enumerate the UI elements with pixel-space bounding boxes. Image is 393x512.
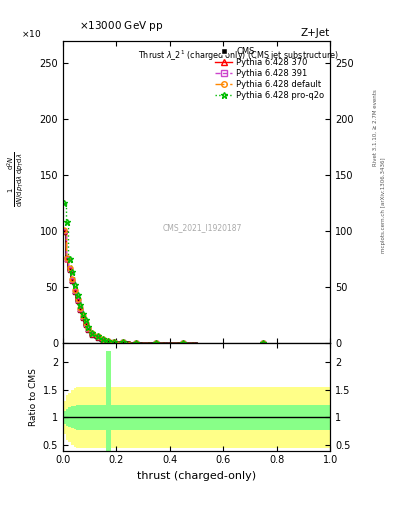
X-axis label: thrust (charged-only): thrust (charged-only)	[137, 471, 256, 481]
Text: Thrust $\lambda\_2^1$ (charged only) (CMS jet substructure): Thrust $\lambda\_2^1$ (charged only) (CM…	[138, 49, 338, 63]
Text: mcplots.cern.ch [arXiv:1306.3436]: mcplots.cern.ch [arXiv:1306.3436]	[381, 157, 386, 252]
Text: CMS_2021_I1920187: CMS_2021_I1920187	[162, 224, 242, 232]
Text: Rivet 3.1.10, ≥ 2.7M events: Rivet 3.1.10, ≥ 2.7M events	[373, 90, 378, 166]
Text: $\times10$: $\times10$	[22, 29, 42, 39]
Text: $\frac{1}{\mathrm{d}N/\mathrm{d}p_T\mathrm{d}\lambda}\frac{\mathrm{d}^2N}{\mathr: $\frac{1}{\mathrm{d}N/\mathrm{d}p_T\math…	[6, 152, 26, 207]
Y-axis label: Ratio to CMS: Ratio to CMS	[29, 368, 39, 425]
Text: Z+Jet: Z+Jet	[301, 28, 330, 38]
Legend: CMS, Pythia 6.428 370, Pythia 6.428 391, Pythia 6.428 default, Pythia 6.428 pro-: CMS, Pythia 6.428 370, Pythia 6.428 391,…	[214, 45, 326, 102]
Text: $\times$13000 GeV pp: $\times$13000 GeV pp	[79, 19, 163, 33]
